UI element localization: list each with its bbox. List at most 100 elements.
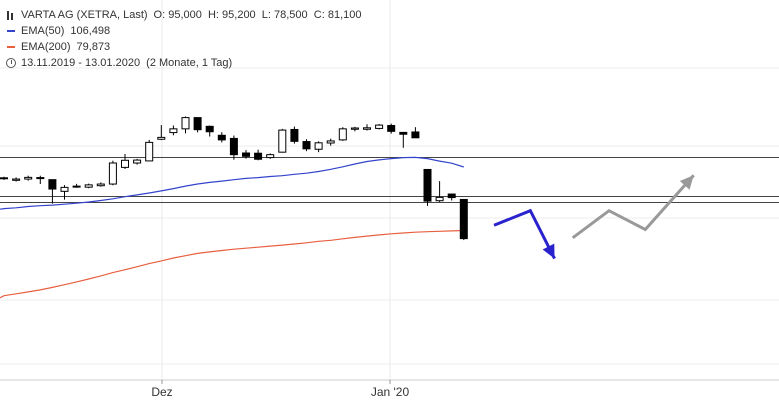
ema200-swatch <box>7 46 15 48</box>
candles <box>0 116 468 241</box>
candle <box>133 158 142 165</box>
x-axis-label: Dez <box>151 385 172 399</box>
blue-arrowhead <box>542 243 555 259</box>
candle <box>387 123 396 134</box>
candle-body <box>157 136 166 140</box>
candle-body <box>72 185 81 188</box>
ema50-line <box>0 156 464 210</box>
candle-body <box>350 127 359 130</box>
ema50-swatch <box>7 30 15 32</box>
candle-body <box>48 179 57 190</box>
candle-body <box>242 152 250 157</box>
candle <box>217 132 226 143</box>
candle <box>363 124 371 131</box>
ema50-row[interactable]: EMA(50) 106,498 <box>6 23 361 39</box>
range-row[interactable]: 13.11.2019 - 13.01.2020 (2 Monate, 1 Tag… <box>6 55 361 71</box>
candle-body <box>387 125 396 132</box>
candle-body <box>108 162 117 185</box>
candle-body <box>36 177 45 180</box>
candle <box>96 182 105 187</box>
candle-body <box>217 134 226 141</box>
candle-body <box>254 152 263 160</box>
candle <box>290 126 299 144</box>
candle <box>350 126 359 132</box>
candle <box>399 131 408 148</box>
candle <box>338 127 347 141</box>
candle <box>0 176 8 180</box>
candlestick-icon <box>6 10 16 21</box>
candle-body <box>290 128 299 142</box>
blue-projection-arrow <box>493 208 556 260</box>
candle <box>84 183 93 189</box>
candle <box>169 125 178 136</box>
x-axis-labels: Dez Jan '20 <box>151 385 409 399</box>
candle-body <box>181 117 190 130</box>
gray-arrowhead <box>679 175 694 190</box>
candle-body <box>169 128 178 134</box>
candle-body <box>266 154 275 159</box>
chart-legend: VARTA AG (XETRA, Last) O: 95,000 H: 95,2… <box>6 7 361 71</box>
candle-body <box>399 131 408 135</box>
candle-body <box>24 176 33 180</box>
candle-body <box>205 125 214 133</box>
grid-layer <box>0 0 779 384</box>
candle-body <box>96 183 105 187</box>
candle <box>314 141 323 153</box>
candle <box>121 154 129 170</box>
candle <box>193 117 202 133</box>
x-axis-label: Jan '20 <box>371 385 410 399</box>
candle <box>435 181 444 202</box>
candle-body <box>145 141 154 162</box>
candle <box>108 160 117 186</box>
candle <box>411 127 420 139</box>
candle-body <box>60 186 69 192</box>
candle <box>60 185 69 200</box>
candle <box>229 135 238 160</box>
candle <box>72 183 81 188</box>
gray-projection-arrow <box>571 174 695 239</box>
candle <box>181 116 190 134</box>
ema200-row[interactable]: EMA(200) 79,873 <box>6 39 361 55</box>
candle-body <box>423 168 432 202</box>
candle <box>447 193 456 201</box>
candle-body <box>326 140 335 144</box>
ema50-value: 106,498 <box>70 25 111 37</box>
candle-body <box>338 128 347 141</box>
candle <box>326 138 335 146</box>
candle <box>205 125 214 137</box>
ohlc-values: O: 95,000 H: 95,200 L: 78,500 C: 81,100 <box>153 9 362 21</box>
title-row: VARTA AG (XETRA, Last) O: 95,000 H: 95,2… <box>6 7 361 23</box>
candle-body <box>435 196 444 202</box>
candle <box>145 139 154 162</box>
candle-body <box>12 178 21 181</box>
candle <box>242 150 250 159</box>
candle <box>278 128 287 153</box>
candle-body <box>193 117 202 131</box>
ema50-label: EMA(50) <box>21 25 65 37</box>
candle <box>423 168 432 206</box>
candle-body <box>84 184 93 188</box>
ema200-label: EMA(200) <box>21 41 71 53</box>
clock-icon <box>6 58 16 68</box>
candle <box>254 149 263 161</box>
candle <box>459 198 468 241</box>
candle-body <box>314 142 323 150</box>
projection-arrows <box>493 174 695 260</box>
candle-body <box>278 129 287 153</box>
candle-body <box>121 159 129 168</box>
candle <box>266 153 275 159</box>
candle-body <box>229 137 238 156</box>
candle <box>48 179 57 204</box>
candle <box>375 124 384 130</box>
candle <box>12 177 21 182</box>
ema200-value: 79,873 <box>76 41 111 53</box>
candle-body <box>459 198 468 240</box>
candle-body <box>302 141 311 150</box>
candle-body <box>447 193 456 199</box>
chart-title: VARTA AG (XETRA, Last) <box>21 9 148 21</box>
moving-averages <box>0 156 464 299</box>
candle-body <box>411 131 420 139</box>
ema200-line <box>0 229 464 299</box>
candle <box>157 125 166 141</box>
